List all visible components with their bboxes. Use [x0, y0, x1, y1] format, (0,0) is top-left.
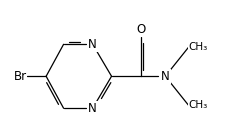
Text: N: N [88, 102, 97, 115]
Text: CH₃: CH₃ [188, 100, 207, 110]
Text: CH₃: CH₃ [188, 42, 207, 52]
Text: N: N [88, 38, 97, 51]
Text: Br: Br [13, 70, 26, 83]
Text: N: N [160, 70, 169, 83]
Text: O: O [135, 23, 145, 36]
